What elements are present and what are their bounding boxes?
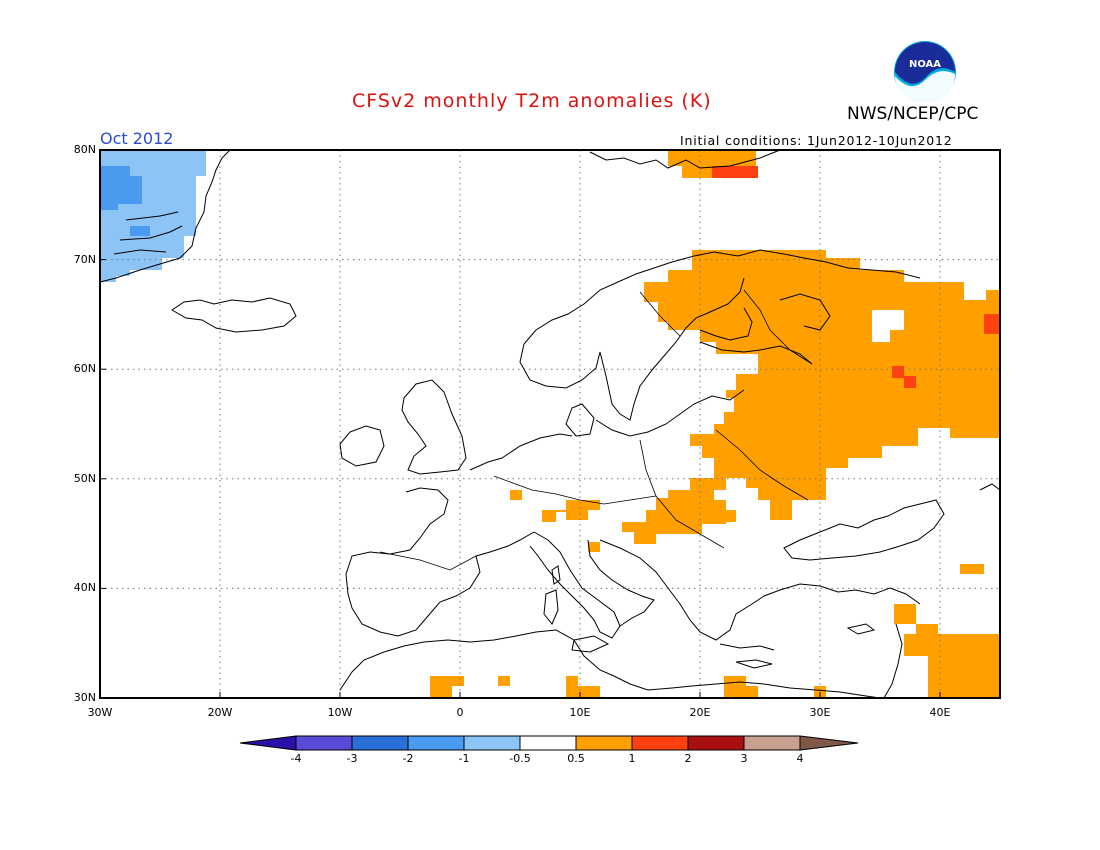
lon-label: 30W — [87, 706, 113, 719]
anomaly-region-positive — [498, 676, 510, 686]
anomaly-region-positive — [588, 542, 600, 552]
anomaly-region-strong-positive — [712, 166, 758, 178]
anomaly-region-positive — [430, 676, 464, 698]
lon-label: 10W — [327, 706, 353, 719]
anomaly-region-positive — [542, 500, 600, 522]
colorbar-label: 4 — [796, 752, 804, 765]
anomaly-region-positive — [566, 676, 600, 698]
colorbar-label: 1 — [628, 752, 636, 765]
anomaly-region-negative-strong — [100, 166, 142, 210]
colorbar-label: -3 — [346, 752, 358, 765]
lat-ticks — [99, 149, 941, 699]
lon-label: 0 — [456, 706, 464, 719]
colorbar-label: 2 — [684, 752, 692, 765]
lat-label: 30N — [73, 691, 96, 704]
map-title: CFSv2 monthly T2m anomalies (K) — [352, 90, 712, 112]
colorbar-label: 0.5 — [567, 752, 585, 765]
anomaly-region-strong-positive — [904, 376, 916, 388]
anomaly-region-positive — [894, 604, 916, 624]
colorbar-label: 3 — [740, 752, 748, 765]
month-label: Oct 2012 — [100, 129, 174, 148]
colorbar-label: -0.5 — [509, 752, 531, 765]
lat-label: 50N — [73, 471, 96, 485]
lon-label: 20W — [207, 706, 233, 719]
colorbar-swatch — [295, 735, 353, 751]
colorbar-swatch — [743, 735, 801, 751]
map-frame — [99, 149, 1001, 699]
colorbar-swatch — [631, 735, 689, 751]
anomaly-region-positive — [622, 478, 726, 544]
initial-conditions-label: Initial conditions: 1Jun2012-10Jun2012 — [680, 133, 953, 148]
anomaly-region-positive — [872, 310, 904, 342]
colorbar-swatch — [351, 735, 409, 751]
anomaly-region-positive — [644, 250, 1000, 520]
colorbar-label: -4 — [290, 752, 302, 765]
coastlines — [99, 149, 1001, 699]
anomaly-region-negative-strong — [130, 226, 150, 236]
colorbar-swatch — [407, 735, 465, 751]
anomaly-region-positive — [668, 150, 756, 178]
anomaly-region-positive — [724, 676, 758, 698]
anomaly-region-positive — [904, 624, 1000, 698]
anomaly-region-positive — [510, 490, 522, 500]
lon-label: 40E — [929, 706, 951, 719]
colorbar-swatch — [519, 735, 577, 751]
lon-label: 10E — [569, 706, 591, 719]
logo-text: NOAA — [909, 59, 941, 70]
lat-label: 70N — [73, 252, 96, 266]
colorbar-arrow-low — [239, 735, 297, 751]
lon-label: 20E — [689, 706, 711, 719]
noaa-logo: NOAA — [894, 41, 956, 104]
anomaly-fills — [100, 150, 1000, 698]
colorbar — [239, 735, 859, 751]
anomaly-region-positive — [960, 564, 984, 574]
organization-label: NWS/NCEP/CPC — [847, 104, 979, 124]
colorbar-swatch — [463, 735, 521, 751]
anomaly-region-positive — [726, 510, 736, 522]
colorbar-label: -2 — [402, 752, 414, 765]
lat-label: 40N — [73, 581, 96, 595]
colorbar-arrow-high — [799, 735, 859, 751]
anomaly-region-strong-positive — [892, 366, 904, 378]
colorbar-swatch — [575, 735, 633, 751]
anomaly-region-positive — [770, 500, 792, 520]
anomaly-region-strong-positive — [984, 314, 1000, 334]
lat-label: 80N — [73, 143, 96, 156]
colorbar-label: -1 — [458, 752, 470, 765]
colorbar-swatch — [687, 735, 745, 751]
grid-lines — [100, 150, 1000, 698]
lon-label: 30E — [809, 706, 831, 719]
lat-label: 60N — [73, 362, 96, 376]
